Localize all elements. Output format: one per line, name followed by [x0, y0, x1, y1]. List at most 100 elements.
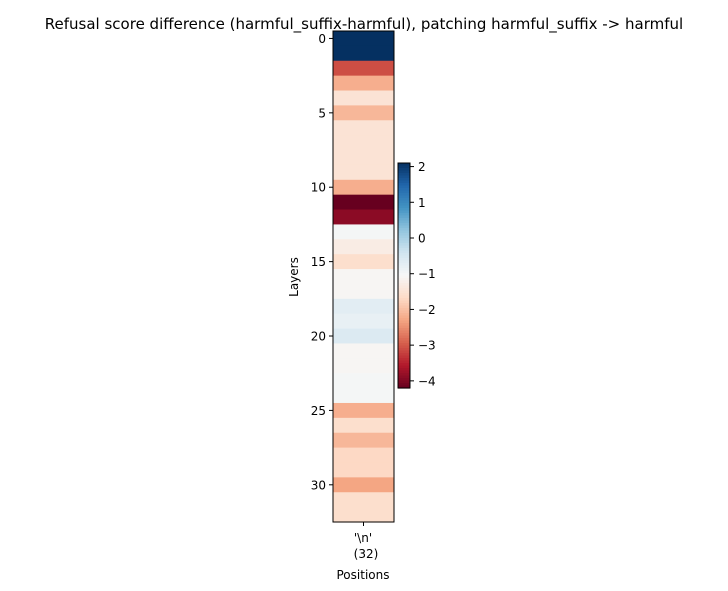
colorbar-segment: [398, 378, 410, 382]
y-axis-label: Layers: [287, 257, 301, 297]
heatmap-cell: [333, 31, 394, 47]
colorbar-segment: [398, 250, 410, 254]
colorbar-tick-label: 1: [418, 196, 426, 210]
x-tick-label: (32): [354, 547, 379, 561]
colorbar-segment: [398, 208, 410, 212]
colorbar-segment: [398, 373, 410, 377]
colorbar-tick-label: −2: [418, 303, 436, 317]
colorbar-tick-label: 2: [418, 160, 426, 174]
colorbar-segment: [398, 170, 410, 174]
colorbar-segment: [398, 168, 410, 172]
colorbar-segment: [398, 193, 410, 197]
heatmap-cell: [333, 447, 394, 464]
colorbar-segment: [398, 260, 410, 264]
y-tick-label: 0: [318, 32, 326, 46]
colorbar-segment: [398, 283, 410, 287]
colorbar-segment: [398, 273, 410, 277]
colorbar-segment: [398, 358, 410, 362]
colorbar-segment: [398, 243, 410, 247]
colorbar-segment: [398, 380, 410, 384]
colorbar-segment: [398, 190, 410, 194]
colorbar-segment: [398, 188, 410, 192]
y-tick-label: 30: [311, 478, 326, 492]
colorbar-tick-label: 0: [418, 232, 426, 246]
heatmap-cell: [333, 373, 394, 389]
heatmap-cell: [333, 45, 394, 62]
colorbar-segment: [398, 335, 410, 339]
colorbar-segment: [398, 235, 410, 239]
colorbar-segment: [398, 233, 410, 237]
colorbar-segment: [398, 228, 410, 232]
colorbar: 2 1 0 −1 −2 −3 −4: [397, 160, 436, 389]
heatmap-cell: [333, 135, 394, 151]
heatmap-cell: [333, 150, 394, 166]
colorbar-segment: [398, 288, 410, 292]
colorbar-segment: [398, 370, 410, 374]
colorbar-segment: [398, 385, 410, 389]
colorbar-segment: [398, 238, 410, 242]
colorbar-segment: [398, 220, 410, 224]
heatmap-cells: [333, 31, 394, 523]
y-axis-ticks: 0 5 10 15 20 25 30: [311, 32, 333, 492]
colorbar-segment: [398, 340, 410, 344]
colorbar-frame: [397, 162, 411, 389]
heatmap-cell: [333, 507, 394, 523]
heatmap-cell: [333, 120, 394, 136]
colorbar-segment: [398, 265, 410, 269]
colorbar-tick-label: −3: [418, 339, 436, 353]
colorbar-segment: [398, 323, 410, 327]
heatmap-cell: [333, 164, 394, 181]
colorbar-segment: [398, 200, 410, 204]
y-tick-label: 10: [311, 181, 326, 195]
colorbar-segment: [398, 333, 410, 337]
colorbar-segment: [398, 368, 410, 372]
colorbar-segment: [398, 230, 410, 234]
heatmap-cell: [333, 224, 394, 240]
y-tick-label: 15: [311, 255, 326, 269]
colorbar-segment: [398, 183, 410, 187]
x-tick-label: '\n': [354, 531, 372, 545]
colorbar-segment: [398, 315, 410, 319]
heatmap-cell: [333, 313, 394, 330]
heatmap-cell: [333, 358, 394, 374]
colorbar-segment: [398, 253, 410, 257]
heatmap-cell: [333, 432, 394, 449]
heatmap-cell: [333, 254, 394, 270]
colorbar-segment: [398, 328, 410, 332]
heatmap-cell: [333, 328, 394, 345]
colorbar-segment: [398, 270, 410, 274]
colorbar-segment: [398, 245, 410, 249]
colorbar-segment: [398, 345, 410, 349]
colorbar-segment: [398, 218, 410, 222]
colorbar-segment: [398, 338, 410, 342]
colorbar-segment: [398, 290, 410, 294]
colorbar-segment: [398, 375, 410, 379]
colorbar-segment: [398, 203, 410, 207]
colorbar-segment: [398, 175, 410, 179]
colorbar-segment: [398, 185, 410, 189]
colorbar-segment: [398, 275, 410, 279]
colorbar-segment: [398, 308, 410, 312]
chart-title: Refusal score difference (harmful_suffix…: [45, 15, 683, 34]
colorbar-segment: [398, 210, 410, 214]
colorbar-segment: [398, 285, 410, 289]
colorbar-segment: [398, 255, 410, 259]
colorbar-segment: [398, 350, 410, 354]
colorbar-segment: [398, 258, 410, 262]
heatmap-cell: [333, 269, 394, 285]
heatmap-cell: [333, 283, 394, 300]
colorbar-segment: [398, 298, 410, 302]
colorbar-segment: [398, 318, 410, 322]
colorbar-segment: [398, 248, 410, 252]
heatmap-cell: [333, 298, 394, 315]
colorbar-segment: [398, 195, 410, 199]
colorbar-segment: [398, 310, 410, 314]
colorbar-segment: [398, 353, 410, 357]
y-tick-label: 5: [318, 106, 326, 120]
heatmap-cell: [333, 90, 394, 106]
colorbar-segment: [398, 165, 410, 169]
colorbar-segment: [398, 305, 410, 309]
colorbar-segment: [398, 295, 410, 299]
colorbar-segment: [398, 355, 410, 359]
